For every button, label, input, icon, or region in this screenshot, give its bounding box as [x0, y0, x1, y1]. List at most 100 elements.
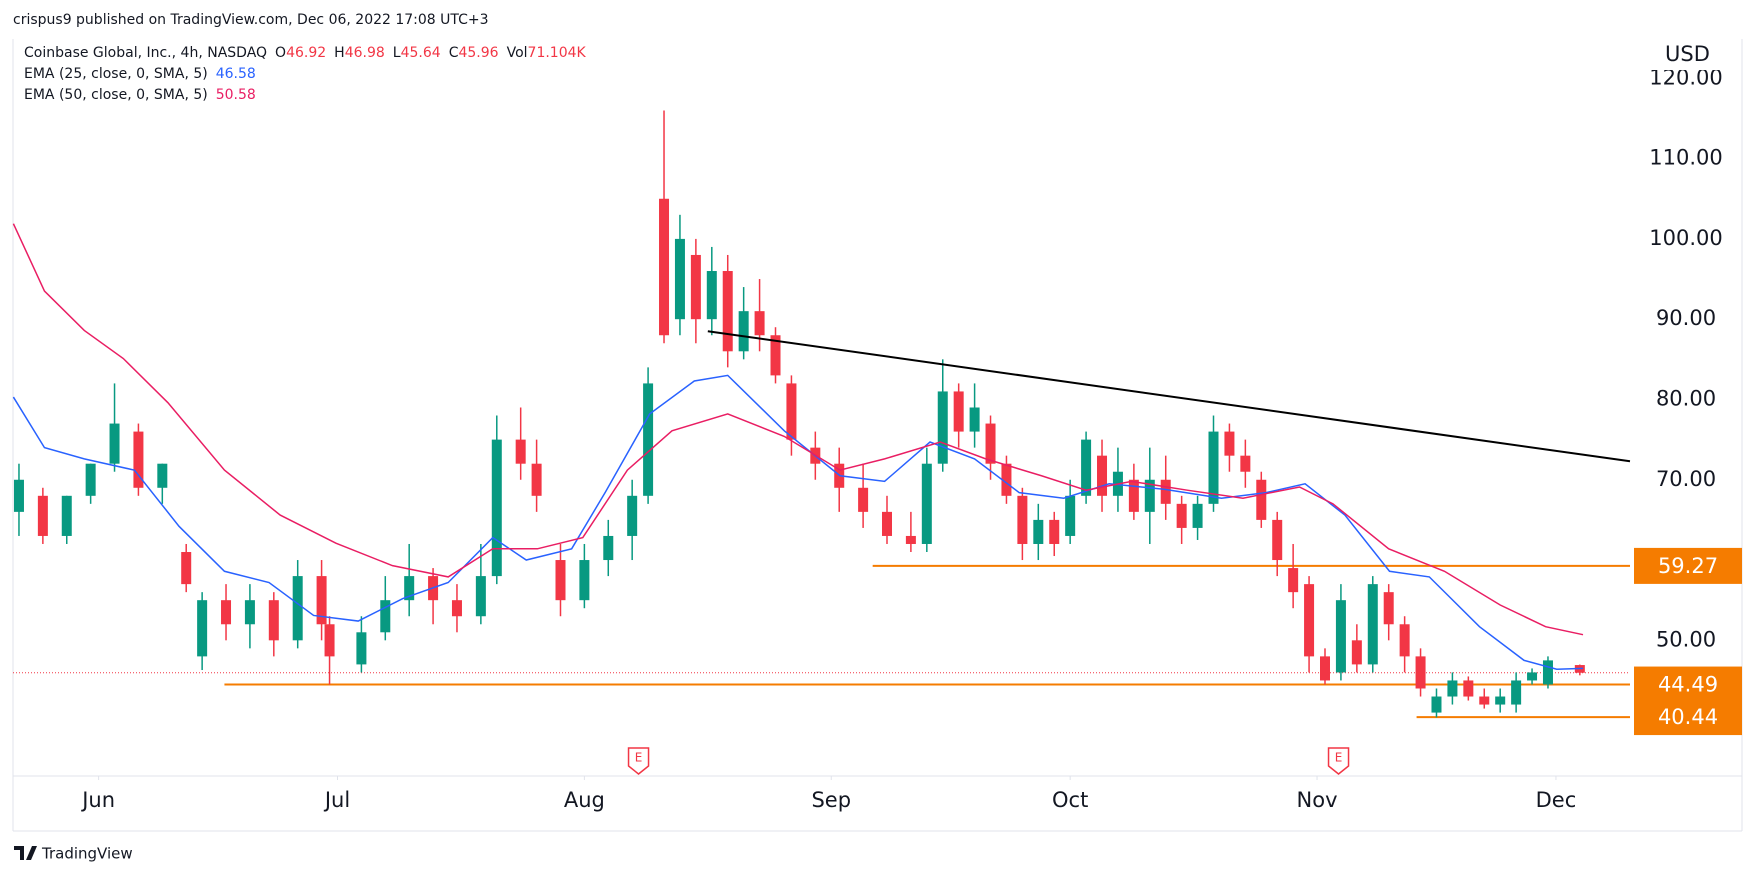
legend-value: 45.96: [458, 45, 498, 61]
candle-body: [157, 463, 168, 488]
candle-body: [1415, 656, 1426, 689]
candle-body: [674, 238, 685, 320]
level-label-bg: [1634, 699, 1742, 736]
candle-body: [1176, 503, 1187, 528]
legend-value: 71.104K: [528, 45, 587, 61]
candle-body: [1128, 479, 1139, 512]
legend-key: H: [334, 45, 345, 61]
legend-key: Vol: [507, 45, 528, 61]
candle-body: [85, 463, 96, 496]
candle-body: [1256, 479, 1267, 520]
legend-value: 45.64: [401, 45, 441, 61]
candle-body: [1049, 519, 1060, 544]
candle-body: [858, 487, 869, 512]
candle-body: [109, 423, 120, 464]
earnings-marker: [1327, 747, 1350, 775]
candle-body: [937, 391, 948, 464]
candle-body: [475, 576, 486, 617]
candle-body: [1495, 696, 1506, 705]
candle-body: [706, 271, 717, 320]
legend-name: EMA (50, close, 0, SMA, 5): [24, 87, 208, 103]
candle-body: [738, 311, 749, 352]
legend-key: C: [449, 45, 459, 61]
candle-body: [1097, 455, 1108, 496]
candle-body: [579, 560, 590, 601]
candle-body: [515, 439, 526, 464]
symbol: Coinbase Global, Inc., 4h, NASDAQ: [24, 45, 267, 61]
x-tick-label: Dec: [1536, 788, 1577, 812]
candle-body: [1001, 463, 1012, 496]
legend-name: EMA (25, close, 0, SMA, 5): [24, 66, 208, 82]
candle-body: [356, 632, 367, 665]
candle-body: [1208, 431, 1219, 504]
trendline: [707, 330, 1631, 463]
logo: [14, 846, 37, 860]
y-axis-label: USD: [1665, 42, 1710, 66]
candle-body: [1160, 479, 1171, 504]
candle-body: [921, 463, 932, 544]
legend-symbol: Coinbase Global, Inc., 4h, NASDAQ O46.92 H…: [24, 45, 587, 61]
candle-body: [181, 552, 192, 585]
candle-body: [627, 495, 638, 536]
candle-body: [1192, 503, 1203, 528]
ema-line: [12, 223, 1584, 636]
level-label: 59.27: [1658, 554, 1718, 578]
legend-key: O: [275, 45, 286, 61]
level-label: 44.49: [1658, 673, 1718, 697]
candle-body: [244, 600, 255, 625]
candle-body: [404, 576, 415, 601]
candle-body: [786, 383, 797, 440]
candle-body: [1399, 624, 1410, 657]
level-label-bg: [1634, 666, 1742, 703]
candle-body: [1431, 696, 1442, 713]
candle-body: [13, 479, 24, 512]
level-label-bg: [1634, 547, 1742, 584]
legend-value: 50.58: [216, 87, 256, 103]
candle-body: [1319, 656, 1330, 681]
candle-body: [882, 511, 893, 536]
candle-body: [722, 271, 733, 352]
candle-body: [1383, 592, 1394, 625]
legend-value: 46.98: [345, 45, 385, 61]
earnings-marker: [627, 747, 650, 775]
candle-body: [451, 600, 462, 617]
candle-body: [133, 431, 144, 488]
publish-note: crispus9 published on TradingView.com, D…: [13, 12, 489, 28]
candle-body: [1447, 680, 1458, 697]
x-tick-label: Oct: [1052, 788, 1088, 812]
legend-ema: EMA (50, close, 0, SMA, 5) 50.58: [24, 87, 256, 103]
ema-line: [12, 374, 1584, 670]
candle-body: [1240, 455, 1251, 472]
x-tick-label: Jun: [80, 788, 115, 812]
candle-body: [268, 600, 279, 641]
legend-value: 46.58: [216, 66, 256, 82]
candle-body: [1065, 495, 1076, 536]
candle-body: [770, 335, 781, 376]
candle-body: [1527, 672, 1538, 681]
candle-body: [603, 535, 614, 561]
candle-body: [555, 560, 566, 601]
footer-brand: TradingView: [41, 845, 133, 863]
candle-body: [1463, 680, 1474, 697]
candle-body: [643, 383, 654, 496]
level-label: 40.44: [1658, 705, 1718, 729]
candle-body: [754, 311, 765, 336]
candle-body: [1351, 640, 1362, 665]
candle-body: [1081, 439, 1092, 496]
candle-body: [221, 600, 232, 625]
earnings-label: E: [635, 751, 643, 765]
y-tick-label: 90.00: [1656, 306, 1716, 330]
candle-body: [1335, 600, 1346, 673]
candle-body: [316, 576, 327, 625]
candle-body: [292, 576, 303, 641]
candle-body: [491, 439, 502, 577]
candle-body: [37, 495, 48, 536]
y-tick-label: 110.00: [1649, 146, 1722, 170]
candle-body: [380, 600, 391, 633]
y-tick-label: 100.00: [1649, 226, 1722, 250]
candle-body: [324, 624, 335, 657]
legend-ema: EMA (25, close, 0, SMA, 5) 46.58: [24, 66, 256, 82]
